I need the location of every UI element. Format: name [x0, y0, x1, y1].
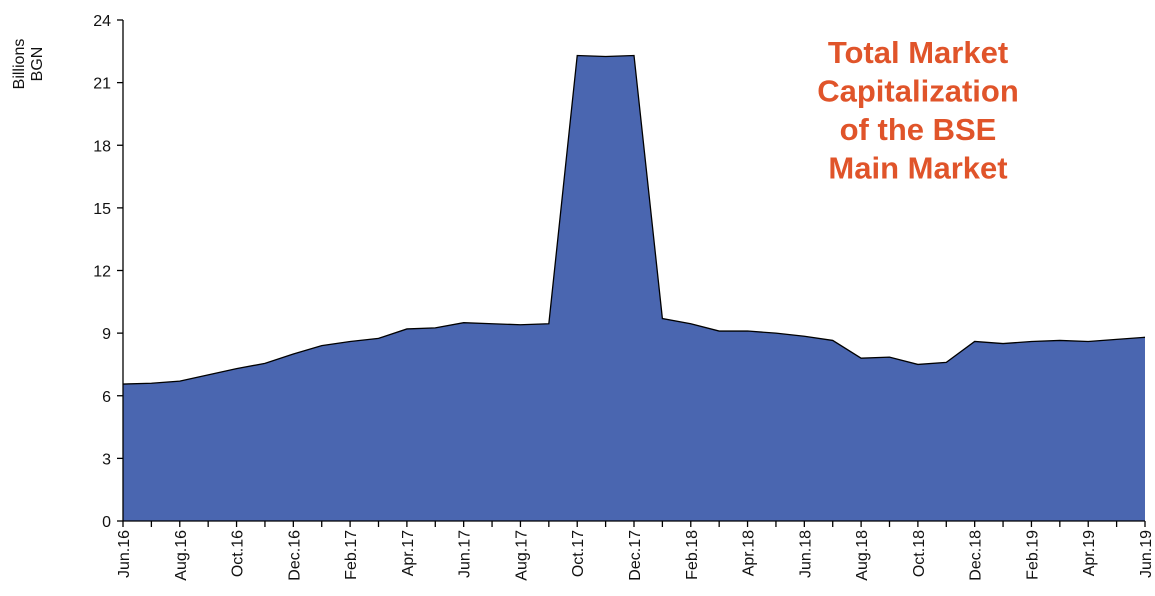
x-tick-label: Apr.18: [741, 530, 758, 576]
x-tick-label: Jun.19: [1138, 530, 1155, 578]
x-tick-label: Jun.17: [457, 530, 474, 578]
y-tick-label: 15: [93, 201, 111, 218]
x-tick-label: Oct.17: [570, 530, 587, 577]
y-tick-label: 24: [93, 13, 111, 30]
x-tick-label: Feb.19: [1024, 530, 1041, 580]
y-tick-label: 0: [102, 514, 111, 531]
chart-title: Capitalization: [817, 74, 1019, 109]
y-axis-label: BGN: [29, 47, 46, 82]
chart-title: Total Market: [828, 35, 1008, 70]
x-tick-label: Oct.18: [911, 530, 928, 577]
x-tick-label: Dec.18: [968, 530, 985, 581]
x-tick-label: Jun.18: [797, 530, 814, 578]
x-tick-label: Oct.16: [230, 530, 247, 577]
x-tick-label: Jun.16: [116, 530, 133, 578]
y-tick-label: 3: [102, 451, 111, 468]
x-tick-label: Feb.18: [684, 530, 701, 580]
x-tick-label: Dec.17: [627, 530, 644, 581]
chart-title: of the BSE: [840, 112, 997, 147]
x-tick-label: Feb.17: [343, 530, 360, 580]
x-tick-label: Aug.17: [513, 530, 530, 581]
x-tick-label: Apr.17: [400, 530, 417, 576]
x-tick-label: Dec.16: [286, 530, 303, 581]
y-tick-label: 6: [102, 389, 111, 406]
x-tick-label: Aug.18: [854, 530, 871, 581]
y-axis-label: Billions: [11, 39, 28, 90]
area: [123, 55, 1145, 522]
x-tick-label: Aug.16: [173, 530, 190, 581]
y-tick-label: 12: [93, 264, 111, 281]
y-tick-label: 18: [93, 138, 111, 155]
area-outline: [122, 54, 1146, 385]
y-tick-label: 9: [102, 326, 111, 343]
y-tick-label: 21: [93, 76, 111, 93]
x-tick-label: Apr.19: [1081, 530, 1098, 576]
chart-title: Main Market: [828, 151, 1007, 186]
